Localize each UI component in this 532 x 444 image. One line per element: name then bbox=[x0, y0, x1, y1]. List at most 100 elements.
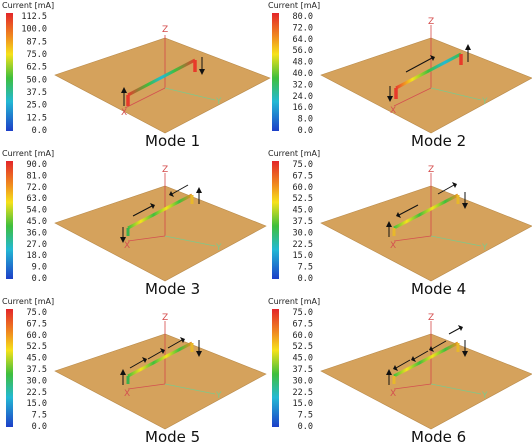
colorbar-tick-label: 0.0 bbox=[32, 422, 47, 432]
mode-label: Mode 6 bbox=[411, 428, 466, 444]
colorbar-tick-label: 0.0 bbox=[32, 126, 47, 136]
legend-title: Current [mA] bbox=[2, 1, 54, 10]
current-arrow bbox=[129, 357, 147, 369]
x-axis bbox=[127, 235, 166, 242]
current-arrow bbox=[462, 340, 468, 357]
colorbar-tick-label: 16.0 bbox=[293, 103, 313, 113]
ground-plane bbox=[54, 37, 271, 134]
panel-mode-4: Current [mA] 75.0 67.5 60.0 52.5 45.0 37.5 30.… bbox=[266, 148, 532, 298]
mode-label: Mode 2 bbox=[411, 132, 466, 150]
colorbar-tick-label: 48.0 bbox=[293, 58, 313, 68]
colorbar-tick-label: 63.0 bbox=[27, 194, 47, 204]
colorbar-tick-label: 24.0 bbox=[293, 92, 313, 102]
colorbar-tick-label: 7.5 bbox=[298, 263, 313, 273]
current-arrow bbox=[196, 187, 202, 204]
x-axis bbox=[393, 235, 432, 242]
colorbar-tick-label: 52.5 bbox=[27, 342, 47, 352]
antenna-wire bbox=[127, 58, 196, 97]
colorbar-tick-label: 90.0 bbox=[27, 160, 47, 170]
current-arrow bbox=[437, 182, 457, 195]
current-arrow bbox=[120, 369, 126, 385]
colorbar-tick-label: 52.5 bbox=[293, 194, 313, 204]
colorbar-tick-label: 37.5 bbox=[293, 365, 313, 375]
colorbar-tick-label: 75.0 bbox=[27, 308, 47, 318]
diagram-mode-2: Current [mA] 80.072.0 64.056.0 48.040.032.… bbox=[268, 1, 532, 150]
colorbar-tick-label: 22.5 bbox=[27, 388, 47, 398]
colorbar-tick-label: 64.0 bbox=[293, 35, 313, 45]
y-axis-label: Y bbox=[215, 391, 222, 401]
colorbar bbox=[6, 309, 13, 427]
current-arrow bbox=[429, 340, 447, 352]
colorbar-tick-label: 87.5 bbox=[27, 37, 47, 47]
x-axis bbox=[127, 383, 166, 390]
legend-title: Current [mA] bbox=[2, 297, 54, 306]
current-arrow bbox=[147, 348, 165, 360]
antenna-wire bbox=[395, 52, 462, 90]
current-arrow bbox=[169, 184, 189, 197]
legend-title: Current [mA] bbox=[268, 297, 320, 306]
current-arrow bbox=[405, 55, 435, 73]
y-axis-label: Y bbox=[481, 391, 488, 401]
colorbar bbox=[272, 13, 279, 131]
mode-label: Mode 3 bbox=[145, 280, 200, 298]
colorbar-tick-label: 45.0 bbox=[27, 354, 47, 364]
colorbar-tick-label: 25.0 bbox=[27, 101, 47, 111]
colorbar-tick-label: 60.0 bbox=[27, 331, 47, 341]
colorbar-tick-label: 75.0 bbox=[293, 160, 313, 170]
colorbar-tick-label: 45.0 bbox=[27, 217, 47, 227]
colorbar-tick-label: 100.0 bbox=[21, 25, 47, 35]
ground-plane bbox=[54, 333, 267, 430]
colorbar-tick-label: 15.0 bbox=[293, 251, 313, 261]
colorbar-tick-label: 30.0 bbox=[293, 228, 313, 238]
current-arrow bbox=[199, 57, 205, 75]
x-axis bbox=[393, 383, 432, 390]
colorbar-tick-label: 60.0 bbox=[293, 183, 313, 193]
colorbar-tick-label: 45.0 bbox=[293, 206, 313, 216]
y-axis bbox=[164, 383, 216, 395]
x-axis bbox=[393, 87, 432, 107]
colorbar-tick-label: 72.0 bbox=[293, 23, 313, 33]
colorbar-tick-label: 0.0 bbox=[32, 274, 47, 284]
z-axis-label: Z bbox=[162, 313, 168, 323]
antenna-wire bbox=[127, 341, 193, 378]
colorbar-tick-label: 75.0 bbox=[293, 308, 313, 318]
colorbar-tick-label: 12.5 bbox=[27, 113, 47, 123]
colorbar-tick-label: 22.5 bbox=[293, 388, 313, 398]
diagram-mode-1: Current [mA] 112.5 100.0 87.5 75.0 62.5 50.0 3… bbox=[2, 1, 271, 150]
colorbar-tick-label: 0.0 bbox=[298, 274, 313, 284]
current-arrow bbox=[386, 221, 392, 237]
current-arrow bbox=[448, 325, 463, 335]
y-axis bbox=[430, 235, 482, 247]
colorbar bbox=[6, 161, 13, 279]
colorbar-tick-label: 75.0 bbox=[27, 50, 47, 60]
y-axis bbox=[430, 87, 482, 101]
colorbar-tick-label: 67.5 bbox=[293, 319, 313, 329]
current-arrow bbox=[121, 87, 127, 106]
colorbar-tick-label: 37.5 bbox=[293, 217, 313, 227]
colorbar-tick-label: 50.0 bbox=[27, 75, 47, 85]
ground-plane bbox=[320, 37, 532, 134]
colorbar-tick-label: 8.0 bbox=[298, 115, 313, 125]
colorbar-tick-label: 45.0 bbox=[293, 354, 313, 364]
colorbar-tick-label: 0.0 bbox=[298, 126, 313, 136]
current-arrow bbox=[120, 227, 126, 243]
z-axis-label: Z bbox=[162, 165, 168, 175]
legend-title: Current [mA] bbox=[268, 149, 320, 158]
colorbar-tick-label: 40.0 bbox=[293, 69, 313, 79]
panel-mode-5: Current [mA] 75.0 67.5 60.0 52.5 45.0 37.5 30.… bbox=[0, 296, 267, 444]
y-axis bbox=[430, 383, 482, 395]
legend-title: Current [mA] bbox=[268, 1, 320, 10]
current-arrow bbox=[393, 359, 411, 371]
colorbar-tick-label: 112.5 bbox=[21, 12, 47, 22]
x-axis-label: X bbox=[124, 389, 130, 399]
z-axis-label: Z bbox=[428, 17, 434, 27]
colorbar-tick-label: 80.0 bbox=[293, 12, 313, 22]
antenna-wire bbox=[393, 193, 459, 230]
colorbar-tick-label: 15.0 bbox=[293, 399, 313, 409]
colorbar-tick-label: 36.0 bbox=[27, 228, 47, 238]
y-axis-label: Y bbox=[481, 243, 488, 253]
z-axis-label: Z bbox=[428, 165, 434, 175]
current-arrow bbox=[462, 192, 468, 209]
panel-mode-6: Current [mA] 75.0 67.5 60.0 52.5 45.0 37.5 30.… bbox=[266, 296, 532, 444]
current-arrow bbox=[411, 350, 429, 362]
